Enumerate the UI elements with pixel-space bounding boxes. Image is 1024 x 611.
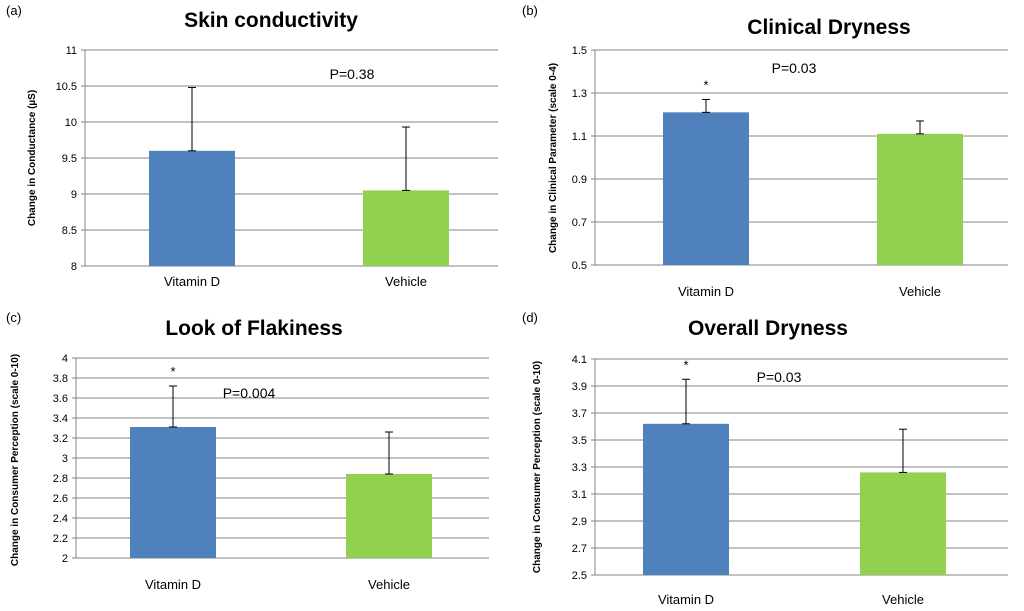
y-tick-label: 10 xyxy=(65,117,77,129)
y-tick-label: 2.4 xyxy=(53,513,68,525)
p-value-label: P=0.03 xyxy=(772,60,817,76)
chart-panel-c: (c) Look of Flakiness 2 2.2 2.4 2.6 2.8 3 3.2 3.4… xyxy=(6,310,489,592)
y-tick-label: 3.1 xyxy=(572,489,587,501)
chart-title: Clinical Dryness xyxy=(747,16,910,39)
y-tick-label: 10.5 xyxy=(56,81,77,93)
p-value-label: P=0.004 xyxy=(223,385,276,401)
panel-label: (d) xyxy=(522,310,538,325)
y-axis-label: Change in Conductance (µS) xyxy=(27,90,38,226)
y-tick-label: 2 xyxy=(62,553,68,565)
y-tick-label: 3.2 xyxy=(53,433,68,445)
y-tick-label: 2.8 xyxy=(53,473,68,485)
p-value-label: P=0.03 xyxy=(757,369,802,385)
category-label: Vitamin D xyxy=(145,577,201,592)
y-tick-label: 9 xyxy=(71,189,77,201)
y-axis-label: Change in Consumer Perception (scale 0-1… xyxy=(10,354,21,566)
bar-vitamin-d xyxy=(643,423,729,575)
y-axis-label: Change in Consumer Perception (scale 0-1… xyxy=(532,361,543,573)
bar-vehicle xyxy=(363,190,449,266)
y-tick-label: 0.9 xyxy=(572,174,587,186)
y-tick-label: 3.9 xyxy=(572,381,587,393)
y-tick-label: 2.6 xyxy=(53,493,68,505)
category-label: Vitamin D xyxy=(678,284,734,299)
y-tick-label: 3.7 xyxy=(572,408,587,420)
significance-marker: * xyxy=(683,357,688,372)
y-tick-label: 1.1 xyxy=(572,131,587,143)
category-label: Vehicle xyxy=(882,592,924,607)
y-tick-label: 3.6 xyxy=(53,393,68,405)
y-tick-label: 1.3 xyxy=(572,88,587,100)
panel-label: (a) xyxy=(6,3,22,18)
category-label: Vehicle xyxy=(368,577,410,592)
bar-vitamin-d xyxy=(130,427,216,558)
bar-vitamin-d xyxy=(663,112,749,265)
y-tick-label: 4 xyxy=(62,353,68,365)
chart-panel-d: (d) Overall Dryness 2.5 2.7 2.9 3.1 3.3 3.5 3.7 3… xyxy=(522,310,1008,607)
y-tick-label: 3.5 xyxy=(572,435,587,447)
p-value-label: P=0.38 xyxy=(330,66,375,82)
category-label: Vitamin D xyxy=(658,592,714,607)
chart-title: Skin conductivity xyxy=(184,9,358,32)
y-tick-label: 3.8 xyxy=(53,373,68,385)
y-tick-label: 11 xyxy=(66,45,77,57)
bar-vitamin-d xyxy=(149,150,235,266)
panel-label: (b) xyxy=(522,3,538,18)
category-label: Vehicle xyxy=(899,284,941,299)
chart-title: Overall Dryness xyxy=(688,317,848,340)
y-tick-label: 9.5 xyxy=(62,153,77,165)
chart-title: Look of Flakiness xyxy=(165,317,342,340)
y-tick-label: 2.7 xyxy=(572,543,587,555)
y-tick-label: 1.5 xyxy=(572,45,587,57)
y-tick-label: 4.1 xyxy=(572,354,587,366)
chart-panel-a: (a) Skin conductivity 8 8.5 9 9.5 10 10.5 11 Vita… xyxy=(6,3,498,289)
bar-vehicle xyxy=(877,133,963,265)
y-tick-label: 8.5 xyxy=(62,225,77,237)
y-axis-label: Change in Clinical Parameter (scale 0-4) xyxy=(548,63,559,253)
panel-label: (c) xyxy=(6,310,21,325)
significance-marker: * xyxy=(170,364,175,379)
y-tick-label: 0.7 xyxy=(572,217,587,229)
y-tick-label: 3.4 xyxy=(53,413,68,425)
chart-panel-b: (b) Clinical Dryness 0.5 0.7 0.9 1.1 1.3 1.5 Vit… xyxy=(522,3,1008,299)
y-tick-label: 2.2 xyxy=(53,533,68,545)
y-tick-label: 8 xyxy=(71,261,77,273)
significance-marker: * xyxy=(703,77,708,92)
y-tick-label: 2.5 xyxy=(572,570,587,582)
y-tick-label: 2.9 xyxy=(572,516,587,528)
y-tick-label: 3.3 xyxy=(572,462,587,474)
bar-vehicle xyxy=(860,472,946,575)
bar-vehicle xyxy=(346,474,432,558)
y-tick-label: 0.5 xyxy=(572,260,587,272)
category-label: Vitamin D xyxy=(164,274,220,289)
y-tick-label: 3 xyxy=(62,453,68,465)
category-label: Vehicle xyxy=(385,274,427,289)
